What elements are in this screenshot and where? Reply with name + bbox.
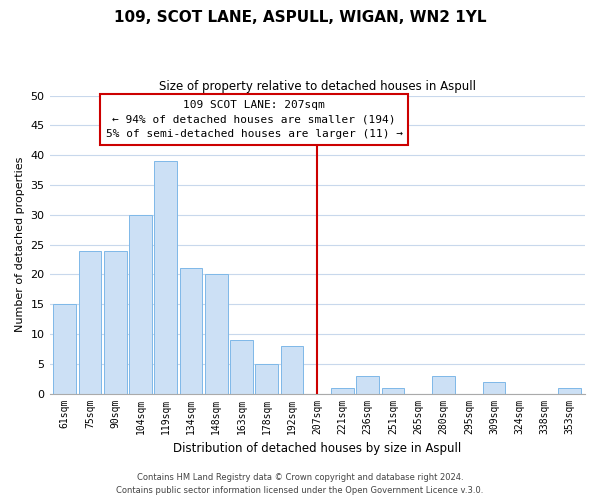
Title: Size of property relative to detached houses in Aspull: Size of property relative to detached ho…	[159, 80, 476, 93]
Bar	[205, 274, 227, 394]
X-axis label: Distribution of detached houses by size in Aspull: Distribution of detached houses by size …	[173, 442, 461, 455]
Bar	[356, 376, 379, 394]
Y-axis label: Number of detached properties: Number of detached properties	[15, 157, 25, 332]
Bar	[230, 340, 253, 394]
Bar	[79, 250, 101, 394]
Bar	[281, 346, 304, 394]
Bar	[559, 388, 581, 394]
Bar	[129, 215, 152, 394]
Bar	[331, 388, 354, 394]
Text: Contains HM Land Registry data © Crown copyright and database right 2024.
Contai: Contains HM Land Registry data © Crown c…	[116, 474, 484, 495]
Bar	[382, 388, 404, 394]
Bar	[256, 364, 278, 394]
Bar	[432, 376, 455, 394]
Bar	[53, 304, 76, 394]
Text: 109, SCOT LANE, ASPULL, WIGAN, WN2 1YL: 109, SCOT LANE, ASPULL, WIGAN, WN2 1YL	[114, 10, 486, 25]
Bar	[483, 382, 505, 394]
Bar	[179, 268, 202, 394]
Text: 109 SCOT LANE: 207sqm
← 94% of detached houses are smaller (194)
5% of semi-deta: 109 SCOT LANE: 207sqm ← 94% of detached …	[106, 100, 403, 139]
Bar	[104, 250, 127, 394]
Bar	[154, 161, 177, 394]
